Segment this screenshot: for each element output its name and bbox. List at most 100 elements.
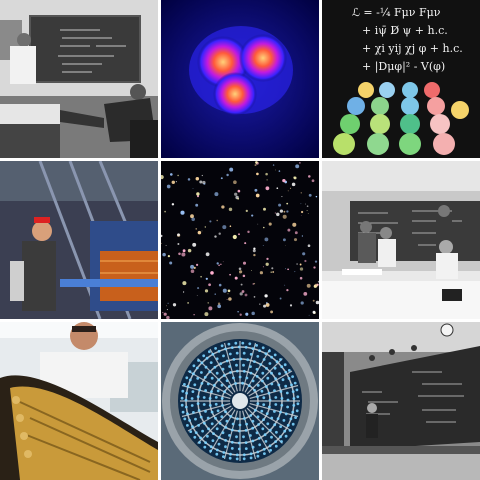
galaxy-point (265, 186, 270, 191)
galaxy-point (181, 252, 186, 257)
galaxy-point (279, 297, 282, 300)
detector-sensor (281, 378, 285, 382)
detector-sensor (255, 367, 259, 371)
detector-sensor (197, 359, 200, 362)
detector-sensor (249, 456, 253, 460)
detector-sensor (214, 416, 217, 420)
galaxy-point (291, 182, 296, 187)
detector-sensor (210, 376, 214, 380)
galaxy-point (196, 192, 200, 196)
galaxy-point (204, 226, 206, 228)
galaxy-point (245, 209, 248, 213)
galaxy-point (162, 252, 166, 257)
detector-sensor (202, 396, 206, 399)
galaxy-point (299, 263, 302, 266)
galaxy-point (234, 192, 238, 196)
detector-sensor (222, 374, 226, 377)
tile-circular-detector (161, 322, 319, 480)
galaxy-point (244, 242, 247, 245)
galaxy-point (263, 226, 265, 229)
galaxy-point (286, 202, 289, 205)
detector-worker-image (0, 161, 158, 319)
galaxy-point (256, 172, 259, 176)
galaxy-point (229, 167, 234, 172)
galaxy-point (171, 203, 175, 206)
detector-sensor (222, 455, 225, 458)
galaxy-point (161, 242, 162, 244)
detector-spoke (209, 348, 236, 393)
detector-sensor (284, 370, 288, 374)
detector-sensor (262, 358, 266, 361)
detector-sensor (249, 434, 252, 437)
galaxy-point (193, 266, 196, 269)
galaxy-point (253, 296, 256, 298)
galaxy-point (276, 187, 279, 190)
galaxy-point (304, 203, 306, 205)
galaxy-point (312, 310, 316, 314)
detector-sensor (183, 417, 187, 421)
galaxy-point (187, 248, 192, 253)
detector-sensor (255, 375, 259, 378)
galaxy-point (218, 264, 220, 267)
detector-sensor (202, 354, 206, 358)
galaxy-point (294, 271, 296, 273)
detector-sensor (260, 409, 264, 413)
equation-line-2: + iψ̄ D̸ ψ + h.c. (362, 24, 448, 37)
detector-sensor (183, 383, 186, 386)
galaxy-point (205, 252, 210, 257)
detector-sensor (198, 388, 201, 392)
galaxy-point (220, 263, 222, 265)
galaxy-point (272, 271, 275, 273)
galaxy-point (253, 253, 256, 257)
galaxy-point (259, 271, 263, 275)
detector-sensor (291, 375, 294, 378)
scientist-module-image (0, 322, 158, 480)
detector-sensor (251, 426, 255, 430)
galaxy-point (276, 212, 280, 217)
galaxy-point (306, 205, 309, 208)
detector-sensor (289, 417, 293, 421)
detector-sensor (257, 423, 260, 426)
detector-sensor (228, 456, 232, 460)
galaxy-point (287, 268, 289, 271)
detector-sensor (192, 372, 195, 376)
detector-sensor (274, 444, 278, 448)
detector-sensor (269, 448, 272, 452)
detector-sensor (210, 410, 214, 414)
detector-sensor (261, 346, 265, 350)
detector-sensor (270, 382, 274, 386)
galaxy-point (241, 290, 245, 293)
galaxy-point (289, 187, 292, 189)
detector-sensor (227, 342, 231, 346)
galaxy-point (242, 274, 246, 278)
detector-sensor (199, 415, 203, 419)
galaxy-point (240, 283, 243, 286)
galaxy-point (183, 291, 185, 293)
detector-sensor (203, 445, 207, 449)
cupcakes (333, 82, 469, 155)
galaxy-point (317, 280, 319, 283)
galaxy-point (278, 170, 281, 172)
galaxy-point (187, 302, 189, 304)
detector-sensor (229, 452, 232, 456)
deep-field-image (161, 161, 319, 319)
detector-sensor (210, 390, 213, 393)
detector-sensor (206, 416, 210, 420)
galaxy-point (210, 271, 214, 275)
galaxy-point (204, 289, 209, 293)
detector-sensor (291, 422, 295, 426)
detector-sensor (188, 370, 192, 373)
galaxy-point (282, 178, 286, 183)
galaxy-point (237, 197, 240, 200)
galaxy-point (265, 302, 270, 307)
galaxy-point (190, 264, 195, 269)
galaxy-point (180, 210, 185, 215)
detector-sensor (268, 405, 271, 409)
galaxy-point (300, 215, 302, 216)
galaxy-point (191, 217, 195, 222)
galaxy-point (164, 210, 166, 213)
detector-sensor (203, 421, 206, 425)
galaxy-point (177, 243, 180, 245)
detector-sensor (280, 440, 283, 443)
galaxy-point (190, 269, 195, 273)
